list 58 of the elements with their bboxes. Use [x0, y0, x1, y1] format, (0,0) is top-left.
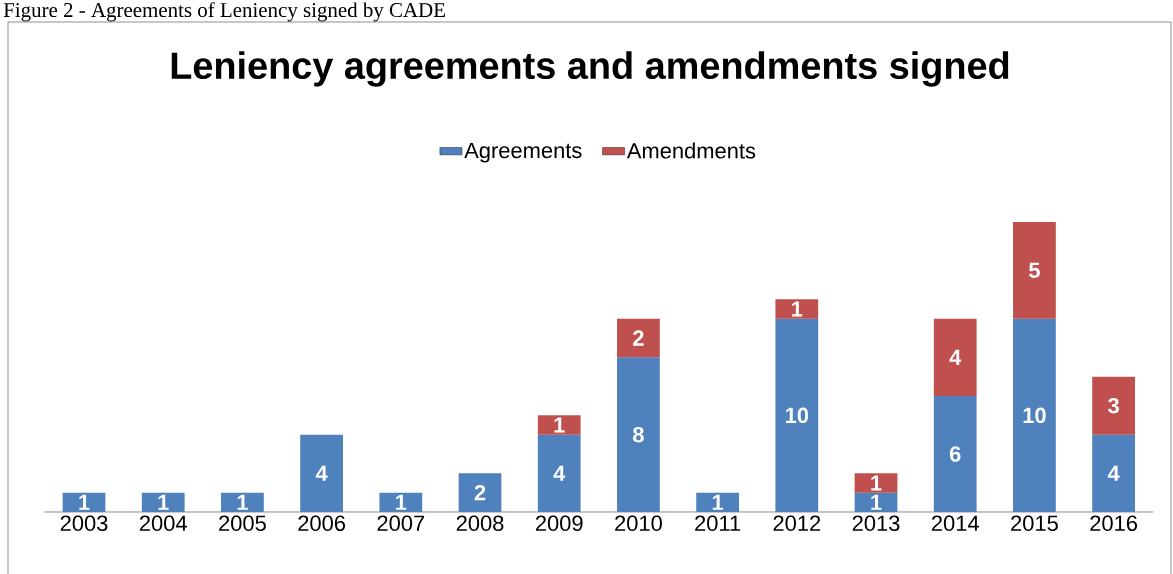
x-tick-label: 2015 [1011, 515, 1058, 532]
data-label: 5 [1028, 262, 1040, 279]
data-label: 1 [712, 494, 724, 510]
bar [537, 415, 581, 435]
data-label: 1 [237, 494, 248, 510]
data-label: 10 [786, 407, 809, 424]
x-tick-label: 2007 [377, 515, 425, 532]
data-label: 6 [949, 446, 961, 462]
data-label: 1 [871, 494, 882, 510]
bar [617, 357, 660, 512]
x-tick-label: 2006 [298, 515, 346, 532]
data-label: 1 [158, 494, 169, 510]
legend-label: Agreements [464, 142, 582, 163]
x-tick-label: 2011 [695, 515, 741, 532]
bar [379, 492, 423, 512]
x-tick-label: 2005 [219, 515, 266, 532]
data-label: 1 [396, 494, 407, 510]
bar [458, 473, 502, 512]
bar [696, 492, 739, 512]
bar [775, 318, 819, 512]
bar [1092, 376, 1135, 435]
data-label: 1 [554, 417, 565, 433]
data-label: 4 [553, 465, 566, 481]
x-tick-label: 2010 [615, 515, 662, 532]
bar [617, 318, 660, 358]
x-tick-label: 2008 [456, 515, 504, 532]
data-label: 8 [633, 426, 644, 443]
caption: Figure 2 - Agreements of Leniency signed by CADE [3, 2, 445, 22]
bar [1013, 318, 1056, 512]
data-label: 3 [1108, 397, 1119, 414]
bar [537, 434, 581, 512]
bar [933, 396, 977, 512]
x-tick-label: 2012 [773, 515, 821, 532]
bar [775, 299, 819, 319]
data-label: 10 [1023, 407, 1046, 424]
legend-label: Amendments [626, 142, 756, 159]
x-tick-label: 2014 [931, 515, 979, 532]
x-tick-label: 2009 [535, 515, 583, 532]
data-label: 2 [474, 484, 486, 501]
data-label: 4 [315, 465, 328, 481]
bar [1092, 434, 1135, 512]
bar [221, 492, 264, 512]
data-label: 1 [792, 301, 803, 317]
bar [300, 434, 343, 512]
data-label: 4 [1107, 465, 1120, 481]
data-label: 4 [949, 349, 962, 365]
x-tick-label: 2004 [139, 515, 187, 532]
bar [1013, 222, 1056, 319]
bar [854, 473, 898, 493]
x-tick-label: 2013 [852, 515, 900, 532]
bar [933, 318, 977, 396]
x-tick-label: 2003 [60, 515, 108, 532]
data-label: 1 [871, 475, 882, 491]
data-label: 2 [633, 330, 644, 346]
bar [141, 492, 185, 512]
chart-title: Leniency agreements and amendments signed [171, 51, 1009, 87]
data-label: 1 [79, 494, 90, 510]
x-tick-label: 2016 [1090, 515, 1138, 532]
